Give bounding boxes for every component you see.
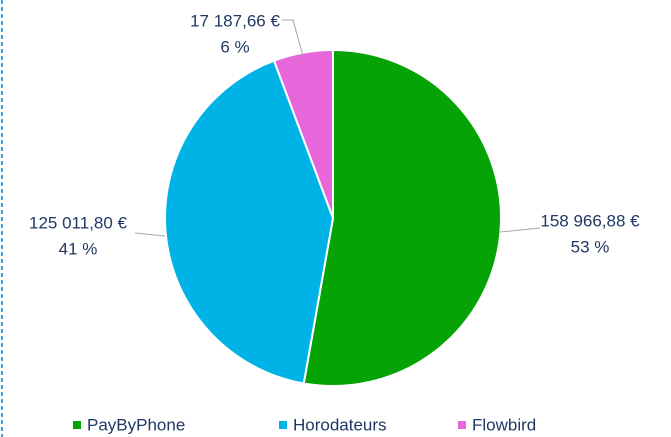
percent-label: 41 %: [59, 239, 98, 258]
pie-slice: [272, 48, 334, 219]
legend-label: PayByPhone: [87, 415, 185, 434]
pie-slice: [164, 59, 335, 385]
legend-label: Flowbird: [472, 415, 536, 434]
leader-line: [282, 19, 304, 57]
value-label: 125 011,80 €: [29, 213, 128, 232]
leader-line: [499, 227, 541, 233]
leader-line: [134, 232, 166, 237]
legend-swatch: [73, 421, 81, 429]
legend-swatch: [458, 421, 466, 429]
value-label: 158 966,88 €: [540, 211, 640, 230]
legend-swatch: [279, 421, 287, 429]
legend-label: Horodateurs: [293, 415, 387, 434]
percent-label: 6 %: [220, 37, 249, 56]
percent-label: 53 %: [571, 237, 610, 256]
pie-slice: [302, 48, 502, 387]
value-label: 17 187,66 €: [190, 11, 280, 30]
